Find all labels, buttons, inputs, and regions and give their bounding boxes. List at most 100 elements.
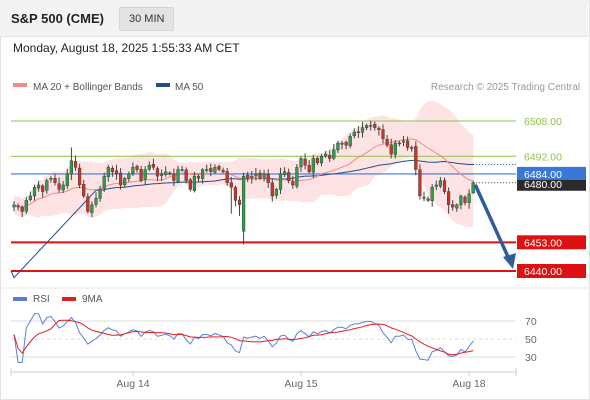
candle-body	[172, 173, 176, 181]
candle-body	[28, 195, 32, 200]
candle-body	[155, 168, 160, 177]
candle-body	[352, 131, 356, 137]
candle-body	[295, 167, 299, 187]
candle-body	[283, 171, 287, 176]
candle-body	[397, 142, 401, 145]
candle-body	[143, 169, 147, 180]
candle-body	[270, 182, 274, 197]
candle-body	[65, 173, 69, 187]
candle-body	[410, 147, 414, 149]
candle-body	[77, 167, 82, 186]
x-tick-label: Aug 18	[452, 378, 485, 390]
candle-body	[32, 186, 37, 197]
candle-body	[164, 171, 168, 175]
ma50-legend-label: MA 50	[175, 82, 204, 93]
candle-body	[344, 141, 348, 146]
candle-body	[106, 167, 110, 177]
candle-body	[16, 205, 20, 208]
candle-body	[233, 187, 237, 201]
candle-body	[82, 184, 86, 197]
candle-body	[369, 125, 373, 127]
candle-body	[53, 178, 57, 183]
candle-body	[467, 193, 471, 203]
candle-body	[213, 167, 217, 173]
candle-body	[135, 165, 139, 170]
candle-body	[303, 158, 307, 166]
level-label-bg-6480.00	[517, 176, 586, 191]
level-label-6453.00: 6453.00	[524, 237, 562, 249]
candle-body	[176, 169, 180, 182]
candle-body	[24, 200, 28, 212]
candle-body	[385, 139, 389, 146]
candle-body	[12, 204, 16, 208]
candle-body	[422, 196, 426, 199]
rsi-legend-label: RSI	[33, 294, 50, 305]
candle-body	[49, 178, 53, 180]
legend: MA 20 + Bollinger Bands MA 50 Research ©…	[13, 82, 580, 93]
candle-body	[229, 182, 233, 188]
rsi-ma-line	[13, 319, 474, 356]
candle-body	[336, 142, 340, 151]
ma50-legend-swatch	[156, 83, 170, 87]
candle-body	[127, 173, 131, 179]
candle-body	[414, 146, 418, 170]
ma20-legend-label: MA 20 + Bollinger Bands	[33, 82, 143, 93]
level-label-6440.00: 6440.00	[524, 266, 562, 278]
candle-body	[237, 199, 242, 206]
x-tick-label: Aug 15	[284, 378, 317, 390]
candle-body	[287, 172, 291, 181]
candle-body	[184, 169, 188, 181]
candle-body	[188, 179, 192, 190]
candle-body	[221, 170, 225, 172]
candle-body	[41, 185, 45, 192]
candle-body	[114, 170, 119, 175]
ma20-legend-swatch	[13, 83, 27, 87]
rsi-level-label-70: 70	[525, 316, 537, 328]
pivot-label-bg-top	[517, 166, 586, 180]
candle-body	[438, 180, 442, 187]
candle-body	[45, 180, 49, 191]
candle-body	[139, 169, 143, 181]
candle-body	[94, 198, 98, 205]
candle-body	[57, 183, 61, 190]
x-axis-ticks: Aug 14 Aug 15 Aug 18	[116, 372, 486, 390]
rsi-ma-legend-swatch	[62, 297, 76, 301]
rsi-level-label-50: 50	[525, 334, 537, 346]
candle-body	[447, 191, 451, 206]
timeframe-badge[interactable]: 30 MIN	[119, 7, 175, 31]
candle-body	[459, 195, 463, 206]
candle-body	[69, 160, 73, 175]
candle-body	[463, 196, 467, 203]
forecast-arrow-head	[503, 253, 516, 269]
candle-body	[73, 161, 78, 168]
candle-body	[365, 125, 369, 129]
candle-body	[274, 189, 278, 196]
level-label-6508.00: 6508.00	[524, 116, 562, 128]
candle-body	[250, 175, 254, 179]
candle-body	[373, 123, 377, 128]
candle-body	[192, 175, 196, 191]
candle-body	[311, 158, 315, 173]
candle-body	[90, 204, 94, 213]
candle-body	[61, 184, 65, 191]
candle-body	[381, 129, 385, 139]
level-label-bg-6440.00	[517, 264, 586, 278]
candle-body	[299, 158, 303, 168]
candle-body	[455, 204, 459, 209]
candle-body	[118, 172, 123, 186]
candle-body	[401, 140, 406, 143]
candle-body	[307, 165, 311, 172]
level-label-bg-6453.00	[517, 235, 586, 250]
candle-body	[246, 174, 250, 179]
candle-body	[360, 127, 365, 133]
candle-body	[225, 171, 229, 183]
candle-body	[278, 173, 283, 190]
rsi-panel: 70 50 30	[11, 313, 537, 364]
candle-body	[406, 140, 410, 148]
candle-body	[200, 169, 205, 179]
candle-body	[209, 168, 213, 172]
candle-body	[131, 167, 135, 174]
candle-body	[356, 131, 360, 133]
candle-body	[86, 196, 90, 212]
